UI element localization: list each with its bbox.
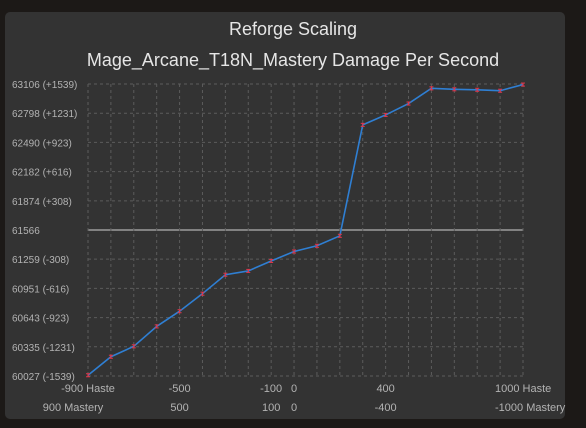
y-tick-label: 60643 (-923) [12,314,69,325]
data-point [383,112,388,117]
y-tick-label: 60335 (-1231) [12,343,75,354]
data-point [521,82,525,87]
y-tick-label: 61566 [12,226,40,237]
y-axis-ticks: 63106 (+1539) 62798 (+1231) 62490 (+923) 62… [12,80,77,383]
grid [87,83,524,377]
data-point [429,86,434,91]
x-tick-haste-label: 1000 Haste [495,383,551,395]
data-point [337,233,342,238]
data-point [498,88,503,93]
data-point [292,249,297,254]
x-tick-mastery-label: -1000 Mastery [495,402,566,414]
data-point [314,243,319,248]
y-tick-label: 60027 (-1539) [12,372,75,383]
chart-panel [5,12,565,419]
data-point [360,122,365,127]
x-tick-haste-label: -900 Haste [61,383,115,395]
dps-series [86,82,525,378]
chart-subtitle: Mage_Arcane_T18N_Mastery Damage Per Seco… [86,50,500,70]
data-point [86,373,90,378]
x-tick-haste-label: 400 [376,383,394,395]
chart-title: Reforge Scaling [228,19,358,39]
data-point [108,354,113,359]
x-axis-ticks: -900 Haste 900 Mastery -500 500 -100 100 0 0 400… [43,383,566,414]
data-point [246,268,251,273]
y-tick-label: 61259 (-308) [12,255,69,266]
data-point [154,324,159,329]
y-tick-label: 62798 (+1231) [12,109,77,120]
x-tick-mastery-label: 100 [262,402,280,414]
data-point [223,272,228,277]
x-tick-haste-label: 0 [291,383,297,395]
y-tick-label: 63106 (+1539) [12,80,77,91]
data-point [131,344,136,349]
y-tick-label: 62182 (+616) [12,168,72,179]
y-tick-label: 61874 (+308) [12,197,72,208]
x-tick-mastery-label: -400 [375,402,397,414]
y-tick-label: 60951 (-616) [12,284,69,295]
data-point [406,101,411,106]
x-tick-haste-label: -500 [169,383,191,395]
x-tick-mastery-label: 0 [291,402,297,414]
x-tick-mastery-label: 500 [170,402,188,414]
data-point [452,87,457,92]
x-tick-haste-label: -100 [260,383,282,395]
series-line [87,83,524,376]
y-tick-label: 62490 (+923) [12,138,72,149]
data-point [177,309,182,314]
data-point [200,291,205,296]
x-tick-mastery-label: 900 Mastery [43,402,104,414]
data-point [475,87,480,92]
data-point [269,258,274,263]
